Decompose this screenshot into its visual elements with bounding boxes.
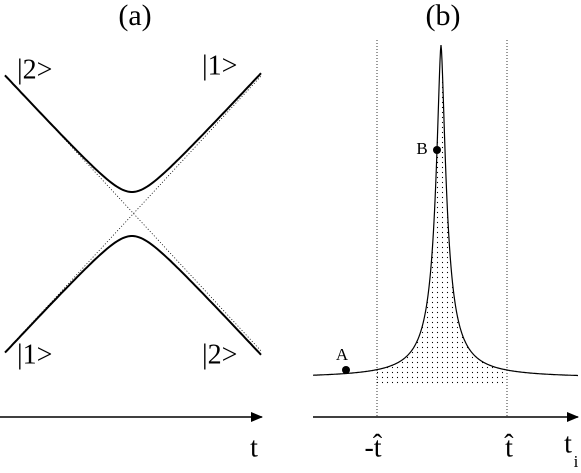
axis-subscript: i xyxy=(574,452,579,471)
tick-label: t̂ xyxy=(504,432,514,463)
state-label: |1> xyxy=(17,339,52,370)
axis-label: t xyxy=(564,428,572,459)
adiabatic-curve xyxy=(4,72,262,193)
point-label: B xyxy=(416,139,427,158)
panel-label: (a) xyxy=(118,0,151,32)
tick-label: -t̂ xyxy=(364,432,382,463)
axis-label: t xyxy=(250,432,258,463)
point xyxy=(342,366,350,374)
state-label: |2> xyxy=(202,339,237,370)
peak-curve xyxy=(313,44,578,377)
shaded-region xyxy=(377,45,507,385)
point xyxy=(433,146,441,154)
point-label: A xyxy=(336,345,349,364)
panel-label: (b) xyxy=(426,0,461,32)
adiabatic-curve xyxy=(4,235,262,356)
state-label: |2> xyxy=(17,54,52,85)
state-label: |1> xyxy=(202,50,237,81)
